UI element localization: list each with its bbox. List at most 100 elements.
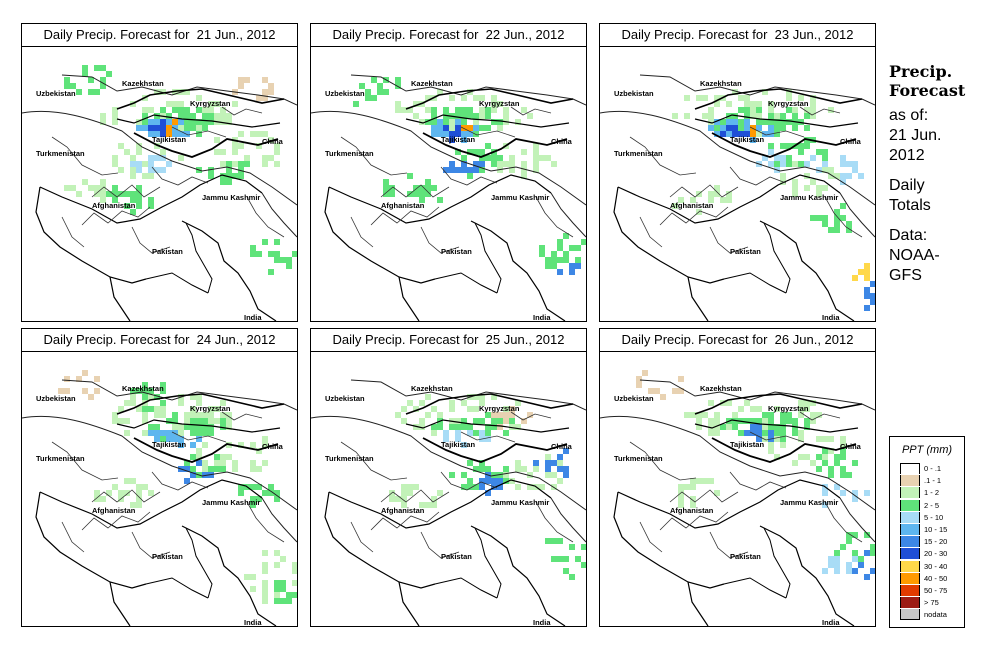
precip-cell — [280, 598, 286, 604]
border-line — [839, 192, 875, 238]
precip-cell — [557, 478, 563, 484]
border-line — [398, 276, 420, 321]
precip-cell — [840, 490, 846, 496]
border-line — [405, 419, 570, 433]
precip-cell — [166, 131, 172, 137]
precip-cell — [840, 472, 846, 478]
precip-cell — [449, 119, 455, 125]
precip-cell — [864, 275, 870, 281]
precip-cell — [846, 538, 852, 544]
precip-cell — [100, 83, 106, 89]
map-label-china: China — [551, 442, 572, 451]
border-line — [380, 489, 450, 503]
precip-cell — [64, 83, 70, 89]
map-label-tajikistan: Tajikistan — [730, 440, 765, 449]
precip-cell — [256, 448, 262, 454]
precip-cell — [509, 424, 515, 430]
precip-cell — [467, 167, 473, 173]
precip-cell — [503, 478, 509, 484]
precip-cell — [268, 155, 274, 161]
precip-cell — [491, 412, 497, 418]
precip-cell — [461, 418, 467, 424]
precip-cell — [527, 113, 533, 119]
precip-cell — [792, 125, 798, 131]
precip-cell — [834, 484, 840, 490]
precip-cell — [274, 161, 280, 167]
precip-cell — [268, 137, 274, 143]
precip-cell — [479, 149, 485, 155]
precip-cell — [220, 424, 226, 430]
precip-cell — [756, 430, 762, 436]
precip-cell — [828, 227, 834, 233]
precip-cell — [262, 239, 268, 245]
precip-cell — [455, 430, 461, 436]
map-label-jammu-kashmir: Jammu Kashmir — [780, 193, 839, 202]
precip-cell — [768, 113, 774, 119]
precip-cell — [780, 430, 786, 436]
precip-cell — [208, 418, 214, 424]
precip-cell — [732, 125, 738, 131]
precip-cell — [425, 119, 431, 125]
border-line — [694, 393, 863, 415]
precip-cell — [244, 155, 250, 161]
precip-cell — [124, 203, 130, 209]
border-line — [109, 276, 131, 321]
precip-cell — [503, 406, 509, 412]
map-label-uzbekistan: Uzbekistan — [36, 89, 76, 98]
precip-cell — [455, 107, 461, 113]
precip-cell — [202, 460, 208, 466]
border-line — [350, 521, 374, 553]
precip-cell — [840, 203, 846, 209]
precip-cell — [569, 263, 575, 269]
precip-cell — [545, 472, 551, 478]
border-line — [380, 184, 450, 198]
precip-cell — [545, 538, 551, 544]
precip-cell — [780, 418, 786, 424]
precip-cell — [142, 406, 148, 412]
precip-cell — [503, 161, 509, 167]
precip-cell — [810, 460, 816, 466]
precip-cell — [208, 406, 214, 412]
precip-cell — [353, 101, 359, 107]
precip-cell — [94, 388, 100, 394]
map-label-tajikistan: Tajikistan — [152, 135, 187, 144]
precip-cell — [497, 155, 503, 161]
precip-cell — [220, 119, 226, 125]
precip-cell — [112, 191, 118, 197]
precip-cell — [557, 466, 563, 472]
map-label-kyrgyzstan: Kyrgyzstan — [479, 404, 520, 413]
precip-map: Kazekhstan Uzbekistan Kyrgyzstan Tajikistan… — [311, 47, 586, 321]
precip-map-graphic — [600, 370, 875, 626]
info-data-1: Data: — [889, 227, 928, 244]
precip-cell — [732, 119, 738, 125]
border-line — [22, 110, 297, 206]
precip-cell — [762, 89, 768, 95]
precip-cell — [431, 107, 437, 113]
precip-cell — [461, 472, 467, 478]
precip-cell — [521, 418, 527, 424]
precip-cell — [82, 179, 88, 185]
precip-cell — [286, 263, 292, 269]
precip-cell — [744, 125, 750, 131]
map-label-pakistan: Pakistan — [730, 247, 761, 256]
precip-cell — [172, 424, 178, 430]
precip-cell — [208, 466, 214, 472]
precip-cell — [545, 460, 551, 466]
precip-cell — [208, 113, 214, 119]
map-label-india: India — [244, 618, 262, 626]
precip-cell — [834, 550, 840, 556]
precip-cell — [172, 125, 178, 131]
info-heading-1: Precip. — [889, 62, 953, 81]
precip-cell — [148, 406, 154, 412]
precip-cell — [262, 586, 268, 592]
precip-cell — [160, 167, 166, 173]
precip-cell — [708, 478, 714, 484]
precip-cell — [473, 131, 479, 137]
precip-cell — [455, 436, 461, 442]
info-asof-2: 21 Jun. — [889, 127, 942, 144]
precip-cell — [491, 478, 497, 484]
border-line — [723, 577, 787, 599]
precip-cell — [822, 502, 828, 508]
border-line — [39, 174, 263, 224]
precip-cell — [672, 203, 678, 209]
